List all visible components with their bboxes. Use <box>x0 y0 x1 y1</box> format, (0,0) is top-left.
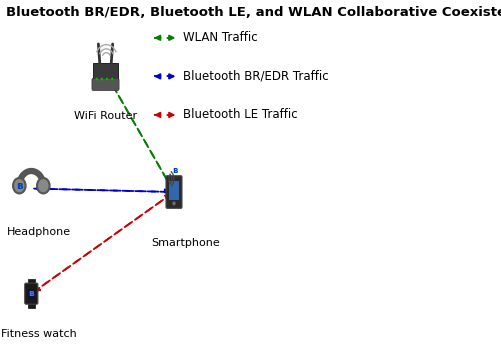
Circle shape <box>13 178 26 193</box>
Text: Headphone: Headphone <box>7 227 70 237</box>
Text: Smartphone: Smartphone <box>151 237 219 247</box>
FancyBboxPatch shape <box>166 176 182 208</box>
Text: Fitness watch: Fitness watch <box>1 329 76 339</box>
Text: WLAN Traffic: WLAN Traffic <box>182 31 257 44</box>
Text: Bluetooth BR/EDR Traffic: Bluetooth BR/EDR Traffic <box>182 70 328 83</box>
Circle shape <box>106 78 108 80</box>
Text: WiFi Router: WiFi Router <box>74 111 137 121</box>
Circle shape <box>96 78 98 80</box>
Circle shape <box>37 178 50 193</box>
Circle shape <box>101 78 103 80</box>
FancyBboxPatch shape <box>92 78 119 90</box>
Text: ʙ: ʙ <box>16 181 23 191</box>
Bar <box>28 279 35 284</box>
Text: Bluetooth BR/EDR, Bluetooth LE, and WLAN Collaborative Coexistence Scenario: Bluetooth BR/EDR, Bluetooth LE, and WLAN… <box>6 6 501 19</box>
Circle shape <box>172 201 175 205</box>
Text: Bluetooth LE Traffic: Bluetooth LE Traffic <box>182 109 297 121</box>
Text: ʙ: ʙ <box>29 289 34 298</box>
Bar <box>168 181 179 200</box>
Bar <box>93 63 117 83</box>
Circle shape <box>111 78 113 80</box>
FancyBboxPatch shape <box>25 283 38 304</box>
Text: ʙ: ʙ <box>172 166 178 176</box>
Bar <box>28 303 35 308</box>
Bar <box>28 289 35 299</box>
